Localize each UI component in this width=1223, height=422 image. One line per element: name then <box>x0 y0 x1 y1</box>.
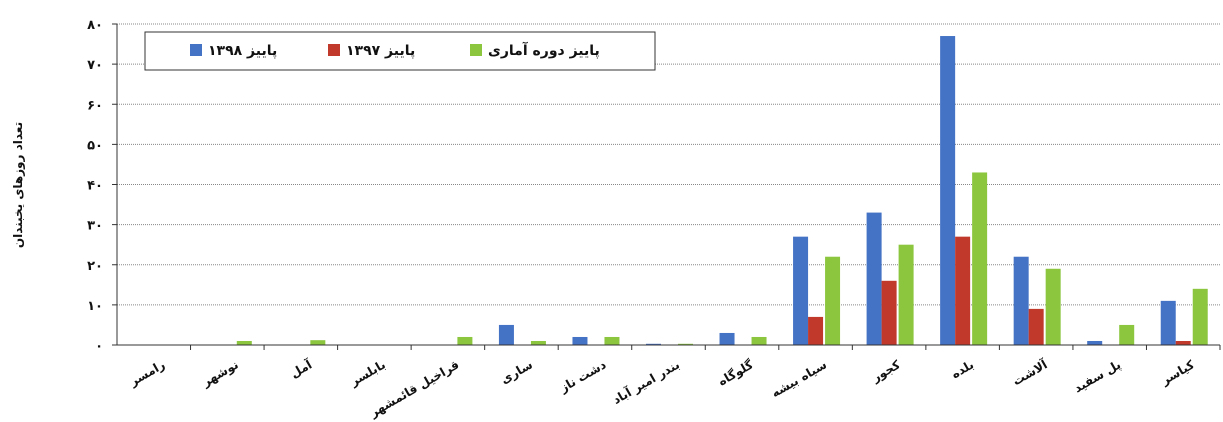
bar-2 <box>1175 340 1191 345</box>
bar-3 <box>236 340 252 345</box>
legend-swatch <box>328 44 340 56</box>
x-tick-label: آمل <box>288 356 316 381</box>
y-tick-label: ۰ <box>95 339 103 354</box>
bar-1 <box>940 36 956 345</box>
legend-entry: پاییز ۱۳۹۷ <box>346 43 415 59</box>
bar-3 <box>751 336 767 345</box>
x-tick-label: آلاشت <box>1010 356 1051 388</box>
x-tick-label: بندر امیر آباد <box>610 357 682 407</box>
y-axis-label: تعداد روزهای یخبندان <box>11 122 26 248</box>
legend-swatch <box>190 44 202 56</box>
x-tick-label: پل سفید <box>1071 357 1123 395</box>
y-tick-label: ۸۰ <box>87 18 103 33</box>
legend: پاییز ۱۳۹۸ پاییز ۱۳۹۷ پاییز دوره آماری <box>144 31 656 71</box>
axes <box>116 24 1220 346</box>
bar-1 <box>572 336 588 345</box>
gridlines <box>112 23 1221 350</box>
bar-2 <box>1028 308 1044 345</box>
bar-3 <box>1045 268 1061 345</box>
y-tick-label: ۱۰ <box>87 299 103 314</box>
x-tick-label: نوشهر <box>199 357 241 390</box>
bar-2 <box>808 316 824 345</box>
y-tick-label: ۳۰ <box>87 219 103 234</box>
x-tick-label: دشت ناز <box>557 357 609 395</box>
y-tick-label: ۵۰ <box>87 138 103 153</box>
bar-3 <box>457 336 473 345</box>
bar-1 <box>719 332 735 345</box>
bar-3 <box>972 172 988 345</box>
bar-3 <box>825 256 841 345</box>
bar-3 <box>604 336 620 345</box>
x-tick-label: رامسر <box>126 357 167 389</box>
bar-2 <box>881 280 897 345</box>
legend-entry: پاییز ۱۳۹۸ <box>208 43 277 59</box>
x-tick-label: سیاه بیشه <box>769 357 829 400</box>
bar-1 <box>646 343 661 345</box>
bar-3 <box>898 244 914 345</box>
x-tick-label: کجور <box>869 357 903 386</box>
bar-3 <box>678 343 693 345</box>
x-tick-label: کیاسر <box>1158 357 1197 387</box>
bar-3 <box>530 340 546 345</box>
bar-3 <box>1192 288 1208 345</box>
bars <box>236 36 1208 345</box>
y-tick-label: ۷۰ <box>87 58 103 73</box>
legend-entry: پاییز دوره آماری <box>488 41 600 59</box>
y-tick-labels: ۰ ۱۰ ۲۰ ۳۰ ۴۰ ۵۰ ۶۰ ۷۰ ۸۰ <box>87 18 103 354</box>
x-tick-label: بلده <box>949 357 976 381</box>
bar-2 <box>955 236 971 345</box>
bar-3 <box>1119 324 1135 345</box>
legend-box <box>144 31 656 71</box>
bar-1 <box>498 324 514 345</box>
y-tick-label: ۴۰ <box>87 179 103 194</box>
x-tick-label: بابلسر <box>347 357 388 389</box>
x-tick-label: گلوگاه <box>716 357 756 389</box>
bar-3 <box>310 340 326 345</box>
bar-1 <box>866 212 882 345</box>
x-tick-label: ساری <box>498 357 535 386</box>
legend-swatch <box>470 44 482 56</box>
y-tick-label: ۲۰ <box>87 259 103 274</box>
bar-1 <box>1013 256 1029 345</box>
y-tick-label: ۶۰ <box>87 98 103 113</box>
bar-1 <box>793 236 809 345</box>
bar-1 <box>1160 300 1176 345</box>
bar-1 <box>1087 340 1103 345</box>
